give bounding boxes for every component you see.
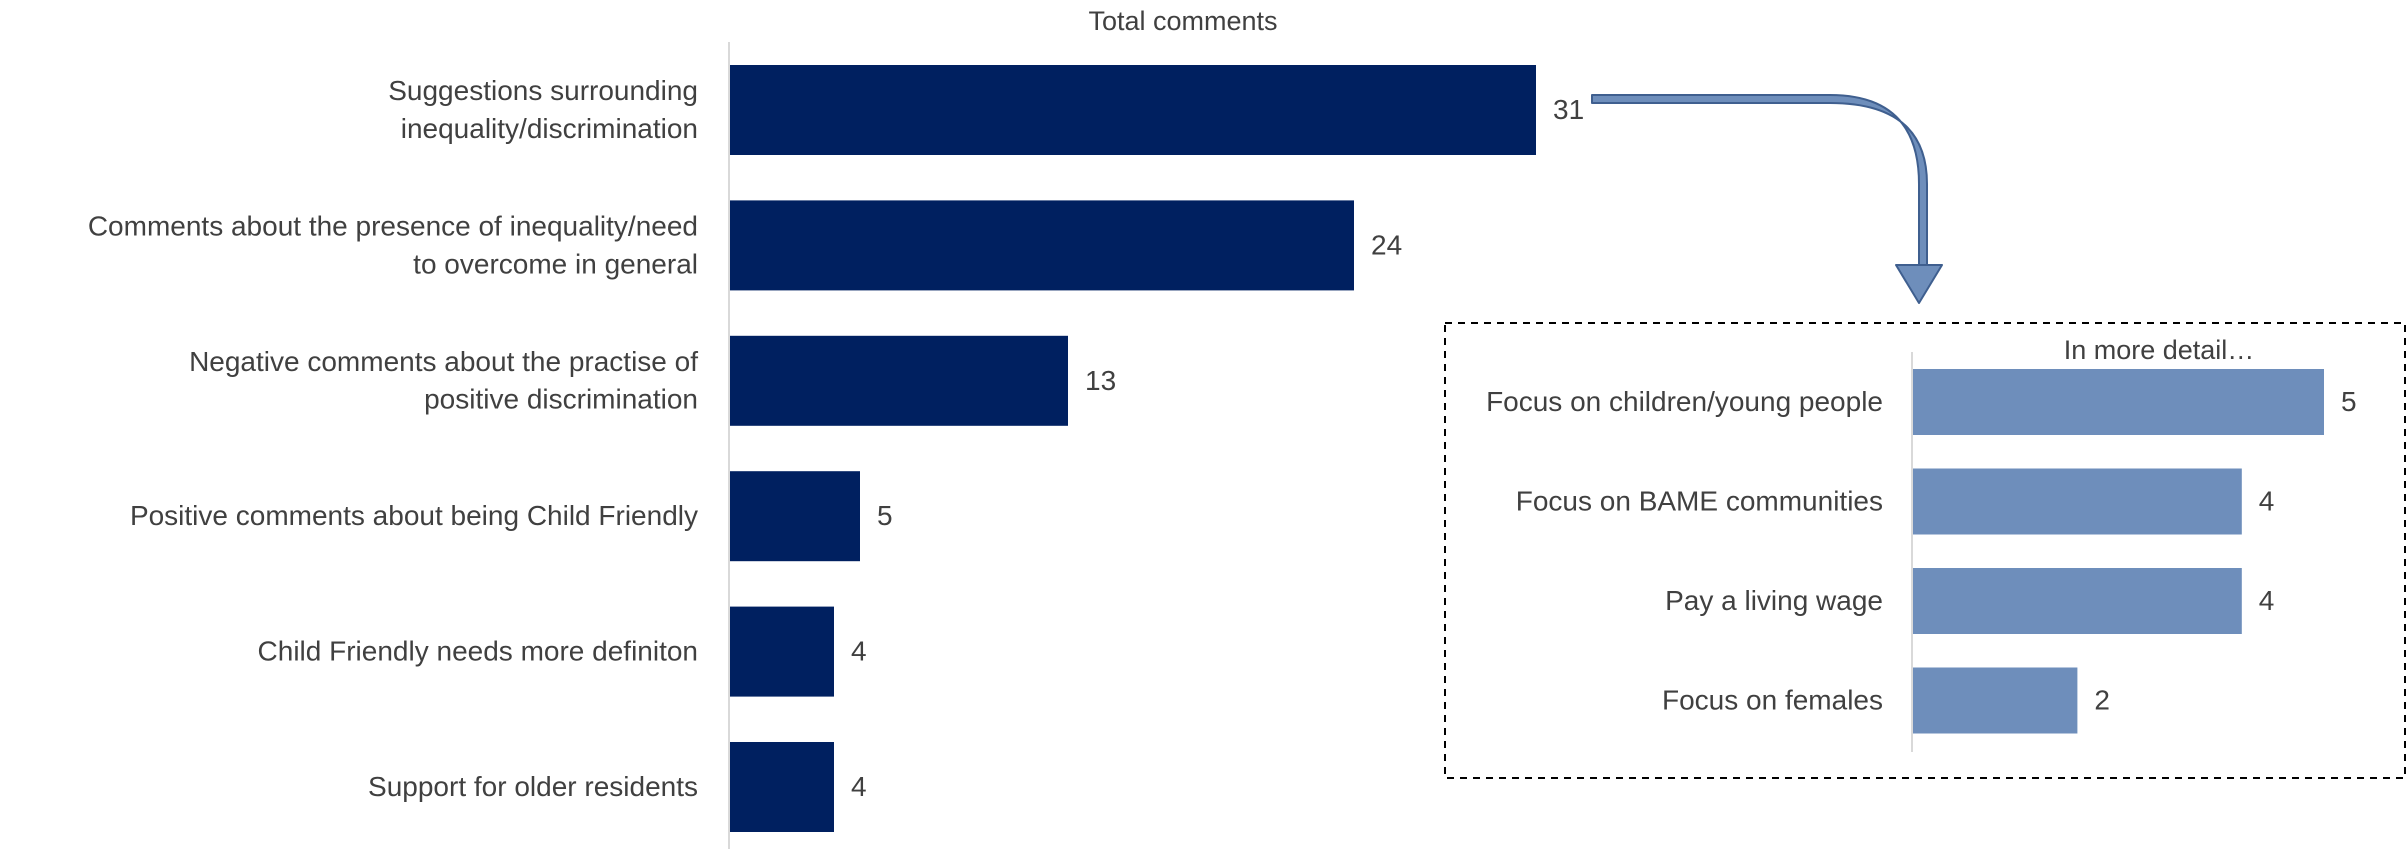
main-category-label: Negative comments about the practise of p… (189, 346, 698, 415)
main-chart-title: Total comments (1088, 6, 1277, 36)
main-bar (730, 742, 834, 832)
main-category-label: Support for older residents (368, 771, 698, 802)
detail-bar (1913, 568, 2242, 634)
detail-bar (1913, 468, 2242, 535)
main-data-label: 4 (851, 771, 867, 802)
main-bar (730, 200, 1354, 291)
main-bar (730, 65, 1536, 155)
main-category-label: Child Friendly needs more definiton (258, 636, 698, 667)
main-data-label: 4 (851, 636, 867, 667)
detail-data-label: 2 (2094, 685, 2110, 716)
main-bar (730, 606, 834, 697)
detail-data-label: 4 (2259, 585, 2275, 616)
detail-data-label: 5 (2341, 386, 2357, 417)
callout-arrow-shaft (1591, 94, 1943, 304)
main-data-label: 31 (1553, 94, 1584, 125)
main-category-label: Comments about the presence of inequalit… (88, 211, 698, 280)
main-data-label: 24 (1371, 229, 1402, 260)
main-data-label: 13 (1085, 365, 1116, 396)
detail-bar-chart: In more detail… 5 Focus on children/young… (1444, 322, 2406, 779)
detail-data-label: 4 (2259, 486, 2275, 517)
main-category-label: Suggestions surrounding inequality/discri… (388, 75, 698, 144)
main-bar-chart: Total comments 31 Suggestions surrounding… (88, 6, 1584, 849)
main-bar (730, 471, 860, 562)
main-category-label: Positive comments about being Child Frie… (130, 500, 698, 531)
main-data-label: 5 (877, 500, 893, 531)
detail-category-label: Focus on children/young people (1486, 386, 1883, 417)
detail-bar (1913, 369, 2324, 435)
detail-bar (1913, 667, 2078, 734)
detail-category-label: Focus on BAME communities (1516, 486, 1883, 517)
callout-arrow (1591, 94, 1943, 304)
detail-category-label: Pay a living wage (1665, 585, 1883, 616)
detail-chart-title: In more detail… (2064, 335, 2255, 365)
main-bar (730, 335, 1068, 426)
detail-chart-frame (1444, 322, 2406, 779)
detail-category-label: Focus on females (1662, 685, 1883, 716)
